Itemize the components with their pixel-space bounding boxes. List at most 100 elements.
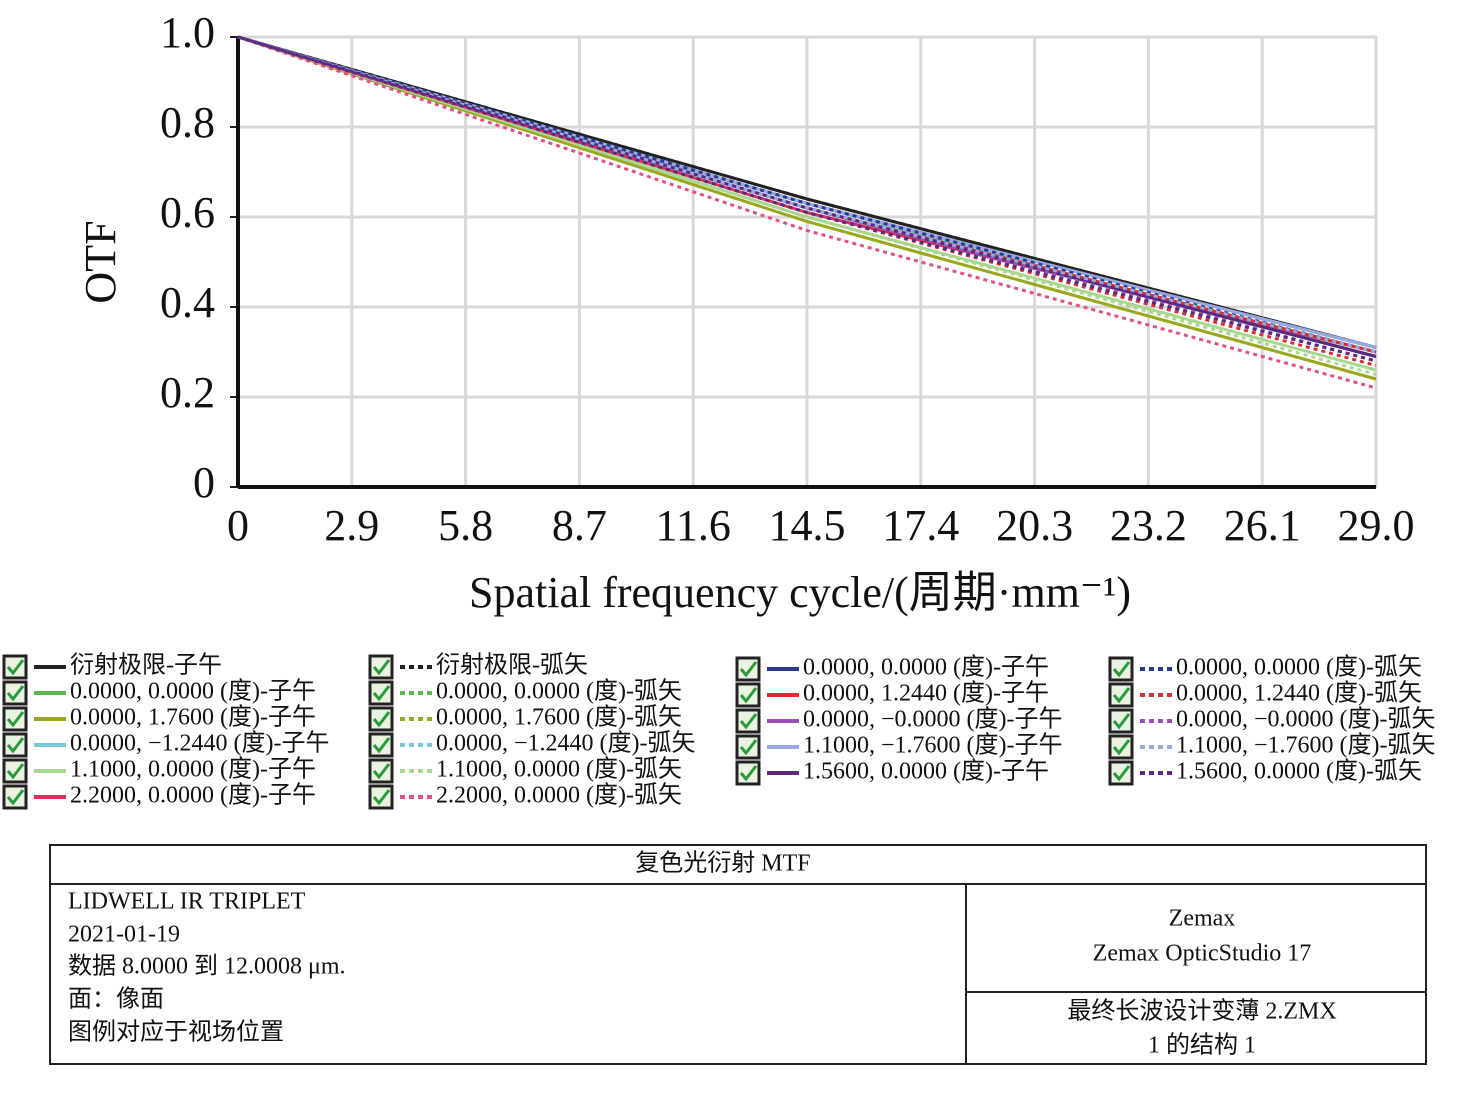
y-tick-label: 0 [193, 458, 215, 507]
legend-checkbox [735, 656, 761, 682]
legend-checkbox [2, 732, 28, 758]
legend-checkbox [368, 784, 394, 810]
info-line: 1 的结构 1 [1148, 1032, 1256, 1059]
info-line: LIDWELL IR TRIPLET [68, 889, 306, 915]
legend-item: 1.5600, 0.0000 (度)-弧矢 [1108, 758, 1422, 786]
legend-label: 0.0000, 1.2440 (度)-弧矢 [1176, 680, 1422, 707]
x-axis-label: Spatial frequency cycle/(周期·mm⁻¹) [469, 568, 1131, 617]
legend-label: 0.0000, 1.2440 (度)-子午 [803, 680, 1049, 707]
legend-check [372, 789, 391, 806]
y-tick-label: 0.6 [160, 188, 215, 237]
y-tick-label: 0.2 [160, 368, 215, 417]
y-tick-label: 1.0 [160, 8, 215, 57]
y-tick-label: 0.4 [160, 278, 215, 327]
series-line [237, 35, 1377, 390]
info-line: 图例对应于视场位置 [68, 1019, 284, 1046]
legend-label: 1.1000, 0.0000 (度)-子午 [70, 756, 316, 783]
legend-label: 0.0000, 0.0000 (度)-弧矢 [436, 678, 682, 705]
legend-item: 1.1000, 0.0000 (度)-弧矢 [368, 756, 682, 784]
legend-checkbox [1108, 760, 1134, 786]
info-title: 复色光衍射 MTF [635, 850, 810, 877]
legend-item: 衍射极限-弧矢 [368, 652, 588, 680]
legend-checkbox [1108, 656, 1134, 682]
legend-item: 0.0000, −0.0000 (度)-弧矢 [1108, 706, 1436, 734]
x-tick-label: 2.9 [324, 501, 379, 550]
legend-label: 0.0000, −0.0000 (度)-弧矢 [1176, 706, 1436, 733]
legend-label: 0.0000, −1.2440 (度)-弧矢 [436, 730, 696, 757]
x-tick-label: 26.1 [1224, 501, 1301, 550]
legend-checkbox [1108, 682, 1134, 708]
legend-item: 1.1000, −1.7600 (度)-子午 [735, 732, 1063, 760]
x-tick-label: 14.5 [769, 501, 846, 550]
legend-label: 1.1000, 0.0000 (度)-弧矢 [436, 756, 682, 783]
legend-check [739, 687, 758, 704]
legend-item: 0.0000, 0.0000 (度)-弧矢 [1108, 654, 1422, 682]
legend-checkbox [735, 682, 761, 708]
legend-checkbox [368, 654, 394, 680]
legend-label: 1.1000, −1.7600 (度)-子午 [803, 732, 1063, 759]
legend-checkbox [368, 732, 394, 758]
legend-check [739, 739, 758, 756]
legend-checkbox [735, 760, 761, 786]
legend-label: 衍射极限-弧矢 [436, 652, 588, 679]
legend-check [6, 737, 25, 754]
legend-check [1112, 739, 1131, 756]
legend-check [372, 763, 391, 780]
legend-checkbox [2, 758, 28, 784]
legend-item: 1.1000, 0.0000 (度)-子午 [2, 756, 316, 784]
legend-item: 0.0000, 0.0000 (度)-弧矢 [368, 678, 682, 706]
x-tick-label: 5.8 [438, 501, 493, 550]
legend-label: 1.1000, −1.7600 (度)-弧矢 [1176, 732, 1436, 759]
legend-item: 0.0000, 0.0000 (度)-子午 [2, 678, 316, 706]
legend-label: 2.2000, 0.0000 (度)-弧矢 [436, 782, 682, 809]
legend-label: 2.2000, 0.0000 (度)-子午 [70, 782, 316, 809]
legend-item: 0.0000, −0.0000 (度)-子午 [735, 706, 1063, 734]
legend-checkbox [2, 654, 28, 680]
legend-item: 0.0000, 1.7600 (度)-子午 [2, 704, 316, 732]
y-axis-label: OTF [76, 220, 125, 303]
series-line [237, 35, 1377, 363]
legend-checkbox [1108, 734, 1134, 760]
legend-item: 0.0000, 1.2440 (度)-弧矢 [1108, 680, 1422, 708]
y-tick-label: 0.8 [160, 98, 215, 147]
legend-item: 0.0000, 0.0000 (度)-子午 [735, 654, 1049, 682]
legend-check [6, 659, 25, 676]
legend-check [1112, 713, 1131, 730]
legend-check [6, 789, 25, 806]
legend-check [372, 737, 391, 754]
legend-label: 0.0000, 0.0000 (度)-弧矢 [1176, 654, 1422, 681]
legend-checkbox [368, 758, 394, 784]
info-line: 2021-01-19 [68, 922, 180, 948]
info-line: Zemax [1169, 906, 1236, 932]
series-line [237, 35, 1377, 354]
legend-item: 0.0000, −1.2440 (度)-弧矢 [368, 730, 696, 758]
legend-item: 1.1000, −1.7600 (度)-弧矢 [1108, 732, 1436, 760]
info-line: Zemax OpticStudio 17 [1093, 941, 1312, 967]
legend-item: 2.2000, 0.0000 (度)-弧矢 [368, 782, 682, 810]
legend-checkbox [2, 784, 28, 810]
legend-item: 衍射极限-子午 [2, 652, 222, 680]
grid [236, 35, 1378, 489]
x-tick-label: 8.7 [552, 501, 607, 550]
legend-label: 0.0000, 1.7600 (度)-子午 [70, 704, 316, 731]
legend-label: 1.5600, 0.0000 (度)-弧矢 [1176, 758, 1422, 785]
legend-label: 0.0000, 0.0000 (度)-子午 [803, 654, 1049, 681]
legend-label: 0.0000, 1.7600 (度)-弧矢 [436, 704, 682, 731]
legend-checkbox [2, 706, 28, 732]
x-tick-label: 17.4 [882, 501, 959, 550]
legend-check [1112, 765, 1131, 782]
legend-item: 0.0000, 1.2440 (度)-子午 [735, 680, 1049, 708]
legend-check [739, 765, 758, 782]
legend-check [1112, 661, 1131, 678]
legend-check [6, 685, 25, 702]
info-line: 数据 8.0000 到 12.0008 μm. [68, 953, 346, 980]
legend-item: 2.2000, 0.0000 (度)-子午 [2, 782, 316, 810]
x-tick-label: 20.3 [996, 501, 1073, 550]
legend-item: 0.0000, −1.2440 (度)-子午 [2, 730, 330, 758]
info-line: 最终长波设计变薄 2.ZMX [1067, 998, 1336, 1025]
info-block [49, 844, 1427, 1065]
legend-checkbox [368, 680, 394, 706]
legend-check [372, 659, 391, 676]
legend-item: 1.5600, 0.0000 (度)-子午 [735, 758, 1049, 786]
